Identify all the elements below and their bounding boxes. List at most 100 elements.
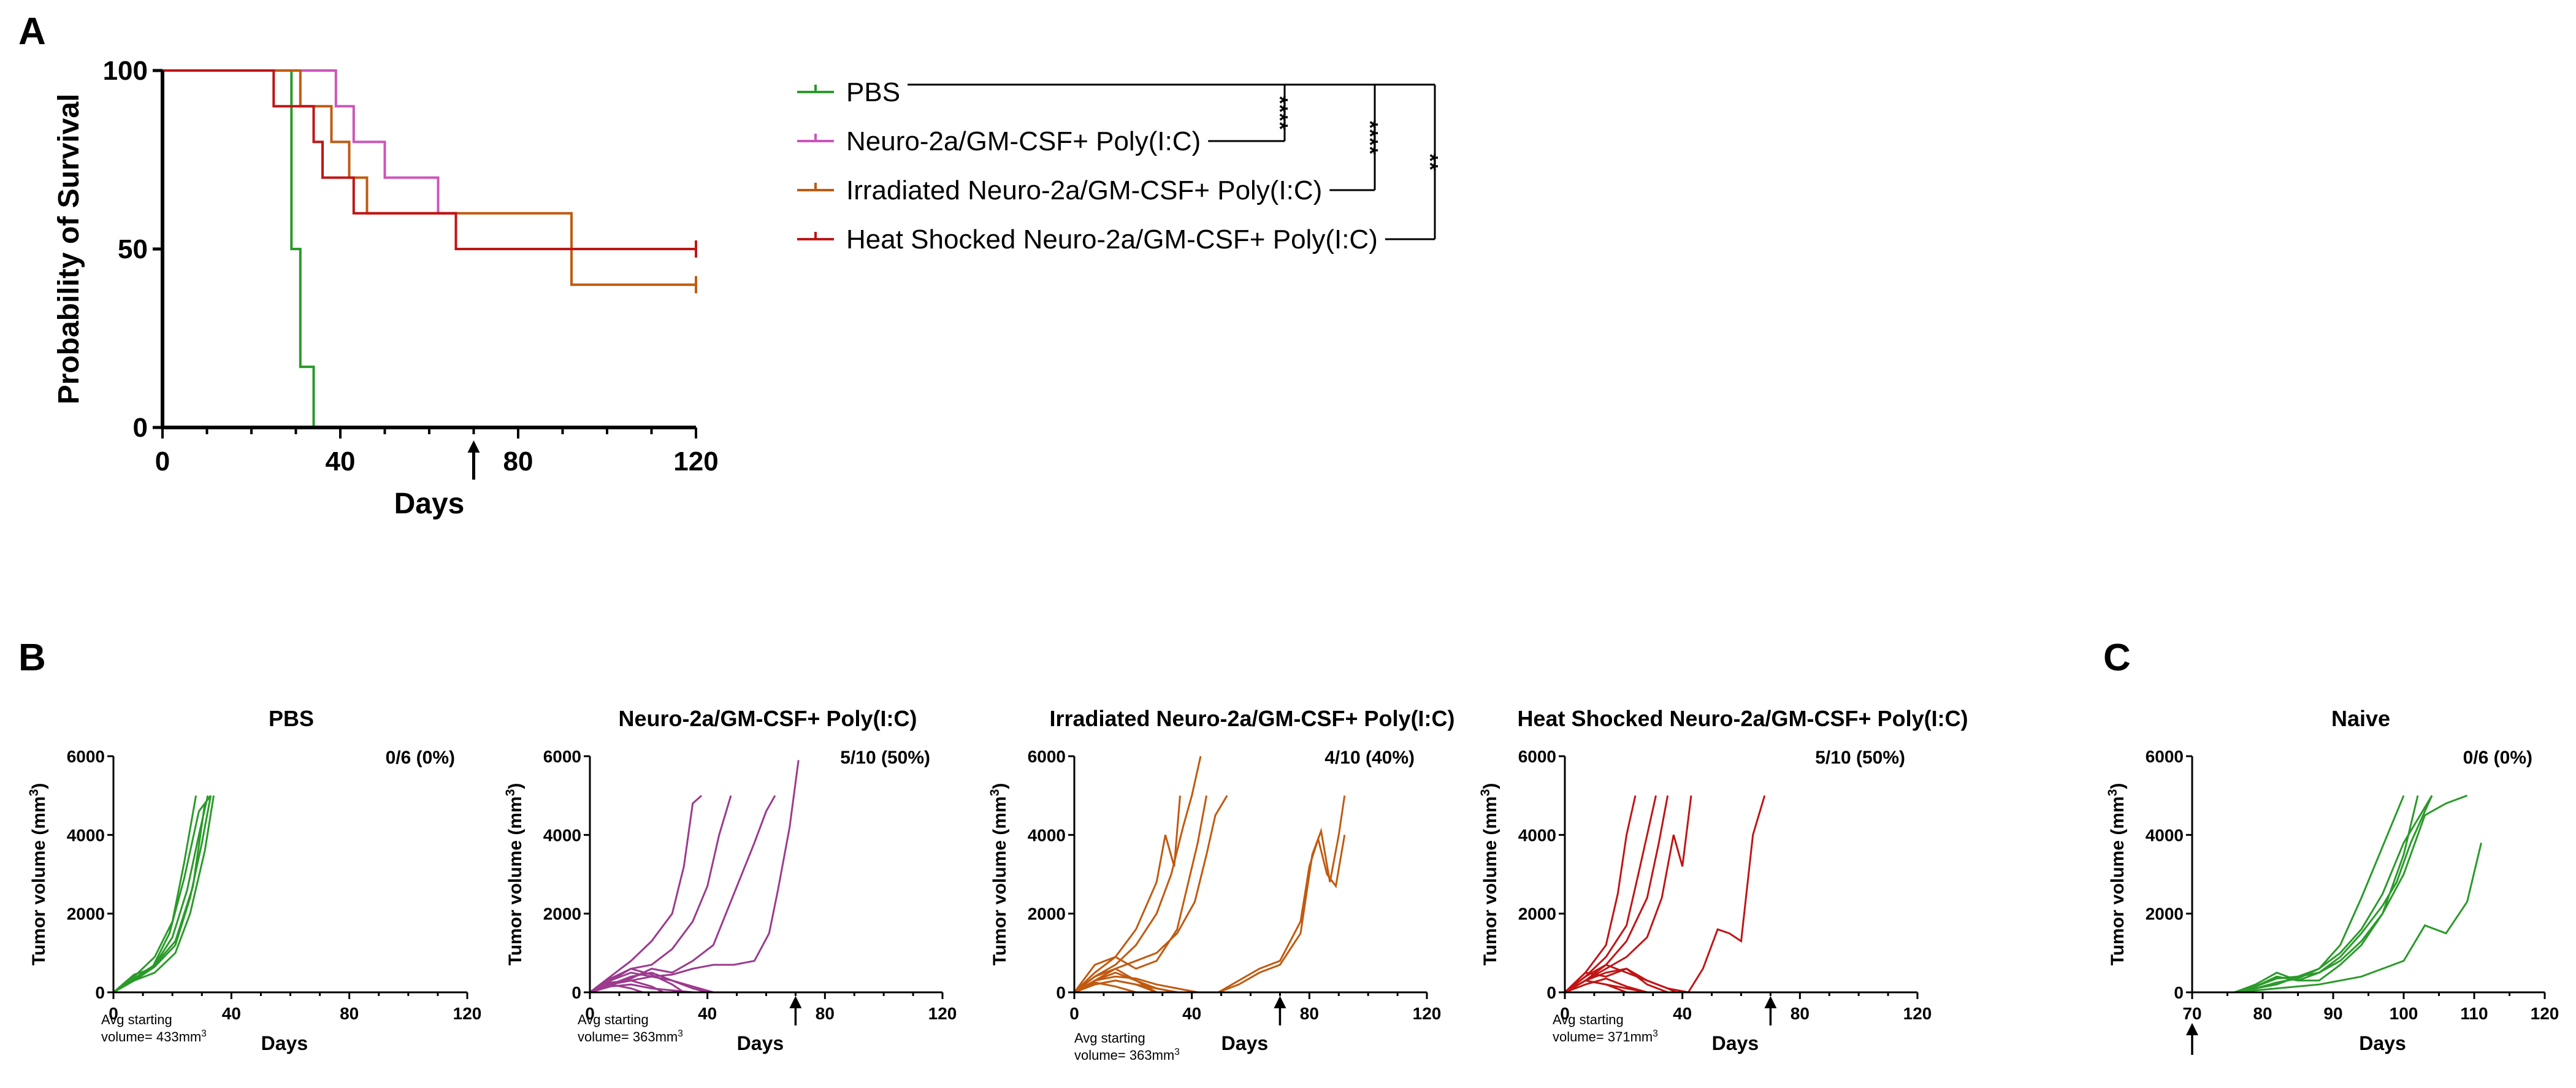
x-tick-label: 0: [1069, 1004, 1079, 1023]
tumor-line-3: [589, 760, 800, 994]
tumor-line-6: [1074, 971, 1177, 994]
x-tick-label: 80: [1300, 1004, 1319, 1023]
avg-volume-note-line2: volume= 371mm3: [1553, 1029, 1658, 1045]
tumor-chart-neuro2a: Neuro-2a/GM-CSF+ Poly(I:C) 5/10 (50%) 0 200…: [503, 706, 957, 1054]
panel-title: Heat Shocked Neuro-2a/GM-CSF+ Poly(I:C): [1517, 706, 1968, 731]
panel-title: Irradiated Neuro-2a/GM-CSF+ Poly(I:C): [1049, 706, 1454, 731]
panel-title: Neuro-2a/GM-CSF+ Poly(I:C): [618, 706, 917, 731]
tumor-line-6: [589, 967, 685, 994]
arrow-head: [467, 440, 480, 453]
x-axis-label: Days: [394, 488, 465, 520]
y-tick-label: 50: [118, 234, 148, 264]
avg-volume-note-line1: Avg starting: [578, 1012, 649, 1027]
avg-volume-note-line2: volume= 433mm3: [101, 1029, 207, 1045]
tumor-line-5: [2192, 842, 2482, 994]
tumor-line-0: [1073, 795, 1181, 994]
y-tick-label: 2000: [543, 905, 581, 924]
tumor-chart-naive: Naive 0/6 (0%) 0 2000 4000 6000 70 80 90 100 110 12…: [2106, 706, 2559, 1055]
x-tick-label: 120: [2531, 1004, 2559, 1023]
tumor-line-1: [2192, 795, 2419, 994]
tumor-line-1: [589, 795, 732, 994]
legend-label: Heat Shocked Neuro-2a/GM-CSF+ Poly(I:C): [846, 224, 1378, 255]
panel-title: PBS: [269, 706, 314, 731]
treatment-arrow: [467, 440, 480, 480]
y-tick-label: 4000: [1518, 826, 1556, 845]
panel-title: Naive: [2331, 706, 2390, 731]
tumor-line-8: [1564, 977, 1648, 994]
tumor-line-8: [1074, 967, 1157, 994]
tumor-line-9: [1074, 981, 1137, 994]
x-tick-label: 0: [109, 1004, 118, 1023]
y-tick-label: 2000: [2146, 905, 2184, 924]
x-tick-label: 90: [2323, 1004, 2342, 1023]
y-tick-label: 6000: [1518, 747, 1556, 766]
tumor-line-9: [1564, 979, 1627, 994]
tumor-line-0: [2192, 795, 2405, 994]
cure-fraction: 5/10 (50%): [1815, 748, 1905, 768]
x-tick-label: 40: [326, 446, 356, 477]
tumor-line-3: [1564, 795, 1692, 994]
y-tick-label: 0: [133, 413, 148, 443]
avg-volume-note-line1: Avg starting: [1553, 1012, 1624, 1027]
y-axis-label: Tumor volume (mm3): [2106, 783, 2128, 966]
legend-label: Irradiated Neuro-2a/GM-CSF+ Poly(I:C): [846, 175, 1322, 205]
y-tick-label: 0: [95, 983, 105, 1002]
tumor-line-5: [113, 803, 206, 994]
x-tick-label: 120: [453, 1004, 482, 1023]
significance-stars: ****: [1267, 96, 1293, 130]
y-axis-label: Tumor volume (mm3): [503, 783, 526, 966]
tumor-line-0: [113, 795, 209, 994]
survival-line-0: [162, 69, 315, 427]
y-tick-label: 4000: [2146, 826, 2184, 845]
x-axis-label: Days: [1712, 1032, 1759, 1054]
x-tick-label: 120: [1413, 1004, 1442, 1023]
x-tick-label: 0: [585, 1004, 595, 1023]
arrow-head: [2186, 1023, 2198, 1035]
cure-fraction: 4/10 (40%): [1324, 748, 1415, 768]
x-axis-label: Days: [2359, 1032, 2406, 1054]
tumor-line-0: [589, 795, 703, 994]
y-tick-label: 100: [103, 56, 148, 86]
y-tick-label: 4000: [67, 826, 105, 845]
tumor-chart-pbs: PBS 0/6 (0%) 0 2000 4000 6000 0 40 80 120 Days Tumo…: [27, 706, 482, 1054]
y-tick-label: 6000: [2146, 747, 2184, 766]
tumor-line-2: [1074, 795, 1228, 994]
tumor-line-1: [1074, 756, 1202, 994]
y-tick-label: 0: [571, 983, 581, 1002]
x-tick-label: 40: [698, 1004, 717, 1023]
survival-line-3: [162, 69, 696, 250]
y-tick-label: 0: [1056, 983, 1066, 1002]
tumor-line-4: [2192, 795, 2433, 994]
tumor-line-1: [1564, 795, 1657, 994]
cure-fraction: 0/6 (0%): [386, 748, 455, 768]
survival-chart: 0 50 100 0 40 80 120 Days Probability of Surviva…: [53, 56, 1443, 520]
tumor-line-6: [1564, 967, 1668, 994]
tumor-line-2: [2192, 794, 2468, 994]
x-tick-label: 0: [1560, 1004, 1570, 1023]
avg-volume-note-line1: Avg starting: [1074, 1030, 1145, 1046]
x-tick-label: 120: [673, 446, 718, 477]
significance-stars: **: [1418, 153, 1443, 170]
tumor-line-4: [1564, 795, 1766, 994]
treatment-arrow: [1274, 996, 1286, 1025]
tumor-line-3: [113, 795, 215, 994]
avg-volume-note-line2: volume= 363mm3: [1074, 1047, 1180, 1063]
tumor-line-3: [2192, 795, 2433, 994]
y-tick-label: 6000: [67, 747, 105, 766]
y-axis-label: Probability of Survival: [53, 94, 85, 405]
panel-letter-c: C: [2103, 637, 2131, 679]
x-tick-label: 0: [155, 446, 170, 477]
survival-line-2: [162, 69, 696, 286]
legend-label: Neuro-2a/GM-CSF+ Poly(I:C): [846, 126, 1201, 156]
x-tick-label: 110: [2460, 1004, 2488, 1023]
y-axis-label: Tumor volume (mm3): [1478, 783, 1501, 966]
cure-fraction: 5/10 (50%): [840, 748, 930, 768]
x-tick-label: 80: [816, 1004, 835, 1023]
y-tick-label: 6000: [543, 747, 581, 766]
cure-fraction: 0/6 (0%): [2463, 748, 2532, 768]
legend-label: PBS: [846, 77, 900, 107]
tumor-line-3: [1073, 795, 1208, 993]
x-tick-label: 80: [340, 1004, 359, 1023]
x-tick-label: 40: [222, 1004, 241, 1023]
